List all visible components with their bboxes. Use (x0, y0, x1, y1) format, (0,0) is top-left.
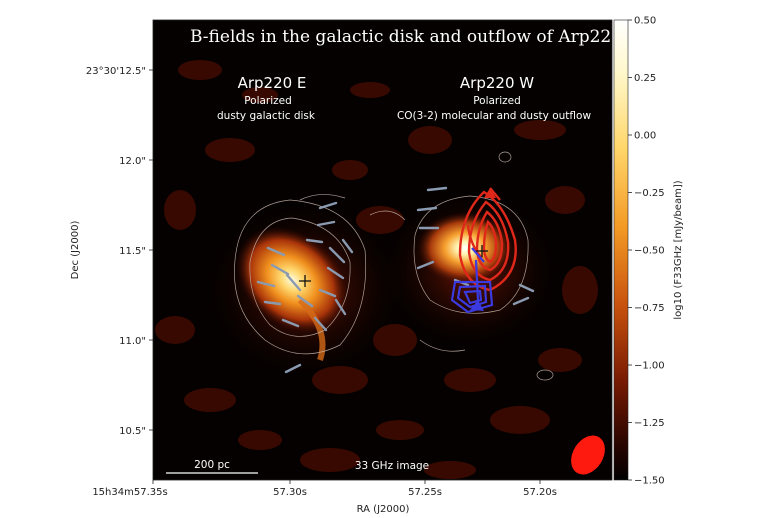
colorbar-tick-label: −1.25 (634, 418, 665, 429)
red-outflow-arrow (484, 188, 496, 198)
west-label-line1: Polarized (473, 95, 521, 107)
y-tick-label: 11.5" (119, 246, 146, 257)
beam-ellipse (571, 435, 605, 475)
colorbar-tick-label: −1.00 (634, 361, 665, 372)
x-tick-label: 57.30s (273, 487, 307, 498)
east-label-name: Arp220 E (238, 74, 307, 92)
b-field-vectors (256, 186, 535, 374)
colorbar-tick-label: −0.75 (634, 303, 665, 314)
east-label-line2: dusty galactic disk (217, 110, 316, 122)
y-axis-label: Dec (J2000) (70, 221, 81, 280)
figure-title: B-fields in the galactic disk and outflo… (190, 27, 622, 47)
colorbar-tick-label: −0.25 (634, 188, 665, 199)
colorbar-tick-label: −1.50 (634, 476, 665, 487)
x-tick-label: 15h34m57.35s (92, 487, 167, 498)
x-tick-label: 57.20s (523, 487, 557, 498)
east-label-line1: Polarized (244, 95, 292, 107)
emission-map (155, 60, 605, 479)
west-nucleus (417, 212, 513, 284)
y-tick-marks (149, 69, 153, 431)
y-tick-label: 10.5" (119, 426, 146, 437)
west-label-line2: CO(3-2) molecular and dusty outflow (397, 110, 592, 122)
x-axis-label: RA (J2000) (357, 504, 410, 515)
blue-outflow-arrow (470, 300, 484, 311)
colorbar-tick-label: 0.25 (634, 73, 656, 84)
red-outflow-contours (458, 187, 517, 292)
image-caption: 33 GHz image (355, 460, 429, 472)
colorbar (613, 19, 629, 481)
west-label-name: Arp220 W (460, 74, 534, 92)
colorbar-tick-label: 0.00 (634, 131, 656, 142)
scale-bar-label: 200 pc (194, 459, 230, 471)
colorbar-label: log10 (F33GHz [mJy/beam]) (673, 180, 684, 319)
y-tick-label: 11.0" (119, 336, 146, 347)
x-tick-label: 57.25s (408, 487, 442, 498)
y-tick-label: 23°30'12.5" (86, 66, 146, 77)
y-tick-label: 12.0" (119, 156, 146, 167)
x-tick-marks (152, 480, 541, 484)
contours (234, 151, 554, 381)
noise-blobs (155, 60, 598, 479)
nucleus-markers (299, 245, 488, 287)
colorbar-tick-label: −0.50 (634, 246, 665, 257)
east-tail (297, 297, 326, 361)
colorbar-tick-label: 0.50 (634, 16, 656, 27)
colorbar-ticks: 0.50 0.25 0.00 −0.25 −0.50 −0.75 −1.00 −1.25 −1.… (628, 16, 665, 487)
